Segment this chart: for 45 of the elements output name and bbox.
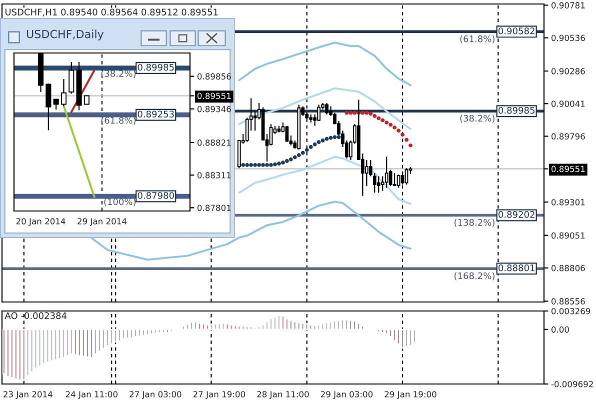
x-tick-label: 27 Jan 19:00 xyxy=(193,391,246,399)
annotation: (168.2%) xyxy=(454,272,494,280)
annotation: (61.8%) xyxy=(460,35,494,44)
annotation: (38.2%) xyxy=(101,70,136,78)
y-tick-label: 0.90041 xyxy=(551,100,585,107)
y-tick-label: 0.89551 xyxy=(551,166,585,172)
x-tick-label: 29 Jan 2014 xyxy=(78,218,127,226)
y-tick-label: 0.88311 xyxy=(197,172,231,178)
y-tick-label: 0.003269 xyxy=(551,308,590,314)
y-tick-label: 0.88556 xyxy=(551,298,585,304)
y-tick-label: 0.89551 xyxy=(197,92,231,100)
annotation: (100%) xyxy=(104,198,136,206)
ref-line-label: 0.89985 xyxy=(498,106,534,114)
y-tick-label: 0.87801 xyxy=(197,204,231,212)
y-tick-label: -0.009692 xyxy=(551,380,593,388)
x-tick-label: 24 Jan 11:00 xyxy=(66,391,118,399)
x-tick-label: 28 Jan 11:00 xyxy=(257,391,309,399)
ref-line-label: 0.90582 xyxy=(498,27,534,34)
chart-title: USDCHF,Daily xyxy=(26,30,104,40)
x-tick-label: 27 Jan 03:00 xyxy=(130,391,182,399)
x-tick-label: 23 Jan 2014 xyxy=(4,391,52,399)
y-tick-label: 0.88821 xyxy=(197,139,231,146)
y-tick-label: 0.89051 xyxy=(551,232,585,239)
y-tick-label: 0.90536 xyxy=(551,34,585,42)
y-tick-label: 0.89796 xyxy=(551,133,585,140)
ref-line-label: 0.88801 xyxy=(498,264,534,272)
y-tick-label: 0.90781 xyxy=(551,2,585,8)
y-tick-label: 0.90286 xyxy=(551,68,585,74)
y-tick-label: 0.89301 xyxy=(551,199,585,206)
x-tick-label: 20 Jan 2014 xyxy=(16,218,66,226)
chart-title: AO -0.002384 xyxy=(4,312,67,320)
x-tick-label: 29 Jan 03:00 xyxy=(320,391,373,399)
annotation: (38.2%) xyxy=(460,114,494,123)
ref-line-label: 0.89202 xyxy=(498,211,534,218)
y-tick-label: 0.88806 xyxy=(551,264,585,272)
annotation: (138.2%) xyxy=(454,218,494,227)
y-tick-label: 0.89346 xyxy=(197,106,231,112)
y-tick-label: 0.00 xyxy=(551,326,569,333)
chart-title: USDCHF,H1 0.89540 0.89564 0.89512 0.89551 xyxy=(5,8,218,16)
ref-line-label: 0.89253 xyxy=(138,110,174,118)
annotation: (61.8%) xyxy=(101,116,136,125)
x-tick-label: 29 Jan 19:00 xyxy=(384,391,436,399)
ref-line-label: 0.89985 xyxy=(138,64,174,71)
ref-line-label: 0.87980 xyxy=(138,192,174,199)
y-tick-label: 0.89856 xyxy=(197,73,231,80)
